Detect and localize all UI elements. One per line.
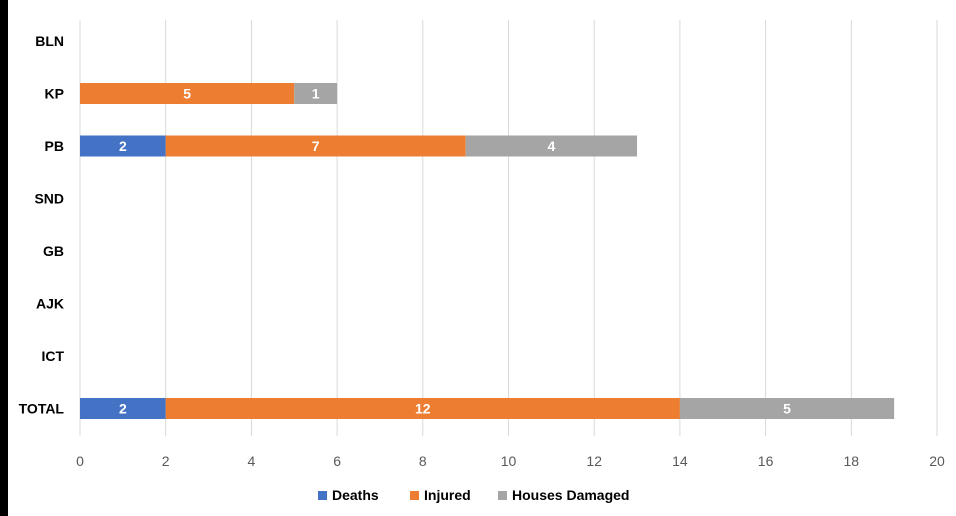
legend-swatch [410, 491, 419, 500]
legend-label: Injured [424, 487, 471, 503]
legend-swatch [498, 491, 507, 500]
data-label: 7 [312, 138, 320, 154]
data-label: 5 [783, 401, 791, 417]
x-tick-label: 4 [248, 453, 256, 469]
x-tick-label: 20 [929, 453, 945, 469]
bar-segment [165, 135, 466, 157]
legend-swatch [318, 491, 327, 500]
bar-segment [80, 398, 166, 419]
x-tick-label: 12 [586, 453, 602, 469]
x-axis-tick-labels: 0 2 4 6 8 10 12 14 16 18 20 [76, 453, 945, 469]
bar-segment [165, 398, 680, 419]
bar-segment [80, 135, 166, 157]
bar-segment [80, 83, 295, 104]
category-label: AJK [36, 296, 64, 312]
category-label: SND [34, 191, 64, 207]
x-tick-label: 8 [419, 453, 427, 469]
data-label: 5 [183, 86, 191, 102]
bar-segment [679, 398, 895, 419]
bar-segment [465, 135, 638, 157]
x-tick-label: 10 [501, 453, 517, 469]
category-label: BLN [35, 33, 64, 49]
x-tick-label: 6 [333, 453, 341, 469]
category-label: GB [43, 243, 64, 259]
legend-label: Deaths [332, 487, 379, 503]
data-label: 2 [119, 401, 127, 417]
category-label: KP [45, 86, 64, 102]
x-tick-label: 0 [76, 453, 84, 469]
category-label: PB [45, 138, 64, 154]
x-tick-label: 14 [672, 453, 688, 469]
x-tick-label: 2 [162, 453, 170, 469]
category-labels: BLN KP PB SND GB AJK ICT TOTAL [19, 33, 65, 417]
legend-label: Houses Damaged [512, 487, 629, 503]
legend: Deaths Injured Houses Damaged [318, 487, 629, 503]
data-label: 4 [547, 138, 555, 154]
data-label: 12 [415, 401, 431, 417]
gridlines [79, 20, 938, 436]
x-tick-label: 16 [758, 453, 774, 469]
data-label: 2 [119, 138, 127, 154]
bars: 5 12 7 42 12 5 [80, 83, 895, 419]
bar-segment [294, 83, 338, 104]
x-tick-label: 18 [844, 453, 860, 469]
data-label: 1 [312, 86, 320, 102]
category-label: TOTAL [19, 401, 65, 417]
category-label: ICT [41, 348, 64, 364]
